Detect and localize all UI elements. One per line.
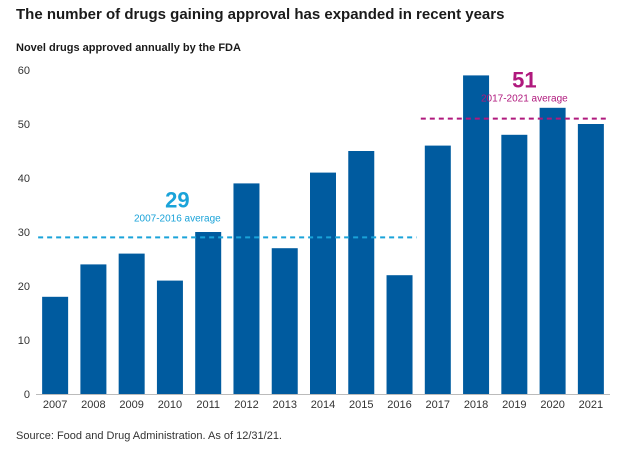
bar (501, 134, 528, 395)
x-axis: 2007 2008 2009 2010 2011 2012 2013 2014 2015 2016… (36, 394, 610, 411)
x-tick-label: 2021 (579, 399, 603, 411)
average-value: 51 (512, 68, 536, 93)
bar (42, 296, 69, 394)
x-tick-label: 2014 (311, 399, 335, 411)
x-tick-label: 2013 (272, 399, 296, 411)
bar (156, 280, 183, 394)
bar (424, 145, 451, 394)
y-tick-label: 40 (18, 173, 30, 185)
bar (348, 151, 375, 394)
bar (539, 107, 566, 395)
x-tick-label: 2015 (349, 399, 373, 411)
bar (463, 75, 490, 395)
bar (310, 172, 336, 394)
y-axis: 0 10 20 30 40 50 60 (18, 65, 30, 401)
bar (271, 248, 298, 394)
chart-title: The number of drugs gaining approval has… (16, 6, 505, 23)
average-label: 2017-2021 average (481, 94, 568, 105)
x-tick-label: 2008 (81, 399, 105, 411)
bar (80, 264, 107, 394)
y-tick-label: 30 (18, 227, 30, 239)
x-tick-label: 2010 (158, 399, 182, 411)
x-tick-label: 2012 (234, 399, 258, 411)
x-tick-label: 2020 (540, 399, 564, 411)
y-tick-label: 10 (18, 335, 30, 347)
bar (386, 275, 413, 394)
bar (118, 253, 145, 394)
x-tick-label: 2018 (464, 399, 488, 411)
average-label: 2007-2016 average (134, 213, 221, 224)
average-value: 29 (165, 187, 189, 212)
x-tick-label: 2011 (196, 399, 220, 411)
x-tick-label: 2019 (502, 399, 526, 411)
bar (195, 232, 222, 394)
y-tick-label: 20 (18, 281, 30, 293)
source-note: Source: Food and Drug Administration. As… (16, 430, 282, 442)
x-tick-label: 2017 (426, 399, 450, 411)
y-tick-label: 60 (18, 65, 30, 77)
bar (233, 183, 260, 394)
bars (42, 75, 604, 395)
x-tick-label: 2007 (43, 399, 67, 411)
y-tick-label: 50 (18, 119, 30, 131)
x-tick-label: 2016 (387, 399, 411, 411)
bar (577, 124, 604, 394)
y-tick-label: 0 (24, 389, 30, 401)
chart-subtitle: Novel drugs approved annually by the FDA (16, 42, 241, 54)
x-tick-label: 2009 (119, 399, 143, 411)
